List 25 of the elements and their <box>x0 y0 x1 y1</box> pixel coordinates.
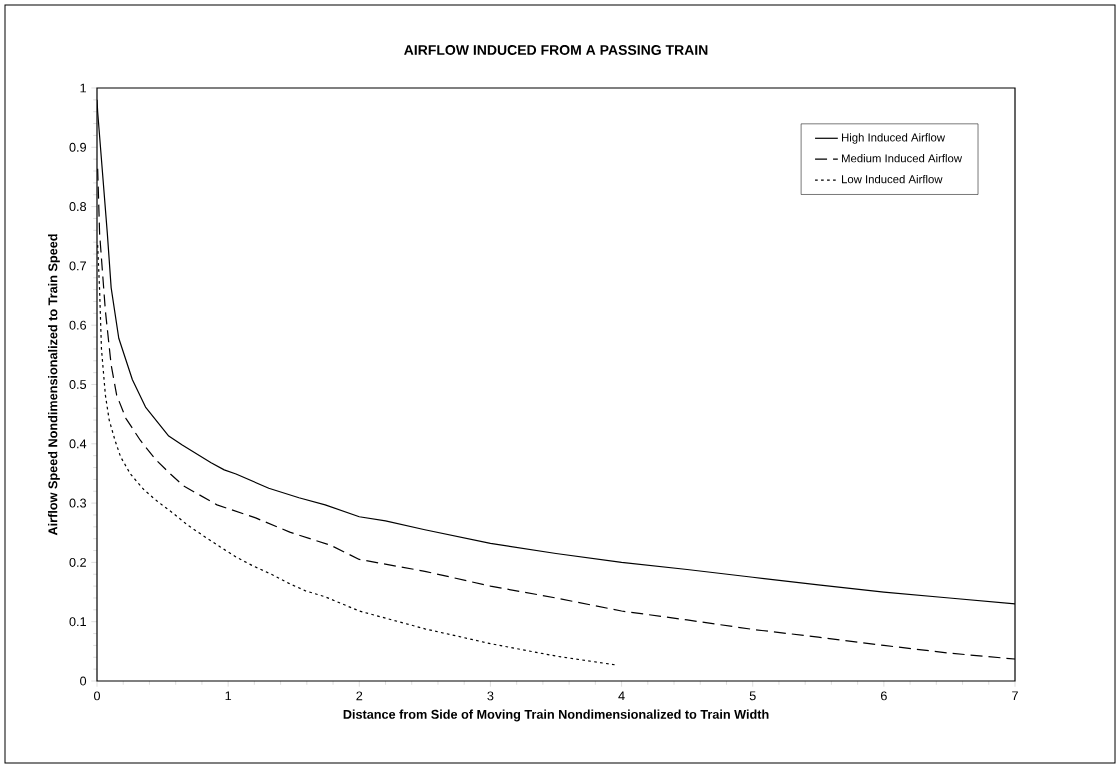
chart-title: AIRFLOW INDUCED FROM A PASSING TRAIN <box>404 45 708 55</box>
x-tick-label: 2 <box>356 691 363 701</box>
y-tick-label: 1 <box>80 83 86 93</box>
x-tick-label: 0 <box>93 691 101 701</box>
y-tick-label: 0.7 <box>69 261 86 271</box>
y-tick-label: 0.2 <box>69 557 86 567</box>
x-axis-title: Distance from Side of Moving Train Nondimensionalized to Train Width <box>343 709 769 722</box>
y-tick-label: 0.3 <box>69 498 87 508</box>
x-tick-label: 5 <box>749 691 756 701</box>
legend-label: Low Induced Airflow <box>842 174 943 184</box>
x-tick-label: 1 <box>225 691 232 701</box>
y-tick-label: 0.6 <box>69 320 87 330</box>
x-tick-label: 6 <box>880 691 887 701</box>
y-tick-label: 0.9 <box>69 142 86 152</box>
legend-label: High Induced Airflow <box>842 133 946 144</box>
y-tick-label: 0.4 <box>69 439 87 449</box>
x-tick-label: 3 <box>487 691 494 701</box>
y-tick-label: 0 <box>80 676 87 686</box>
x-tick-label: 7 <box>1012 691 1018 701</box>
legend-label: Medium Induced Airflow <box>842 154 963 163</box>
x-tick-label: 4 <box>618 691 625 701</box>
y-tick-label: 0.1 <box>69 617 86 627</box>
y-axis-title: Airflow Speed Nondimensionalized to Train Speed <box>48 234 60 536</box>
y-tick-label: 0.8 <box>69 202 87 212</box>
y-tick-label: 0.5 <box>69 380 87 389</box>
